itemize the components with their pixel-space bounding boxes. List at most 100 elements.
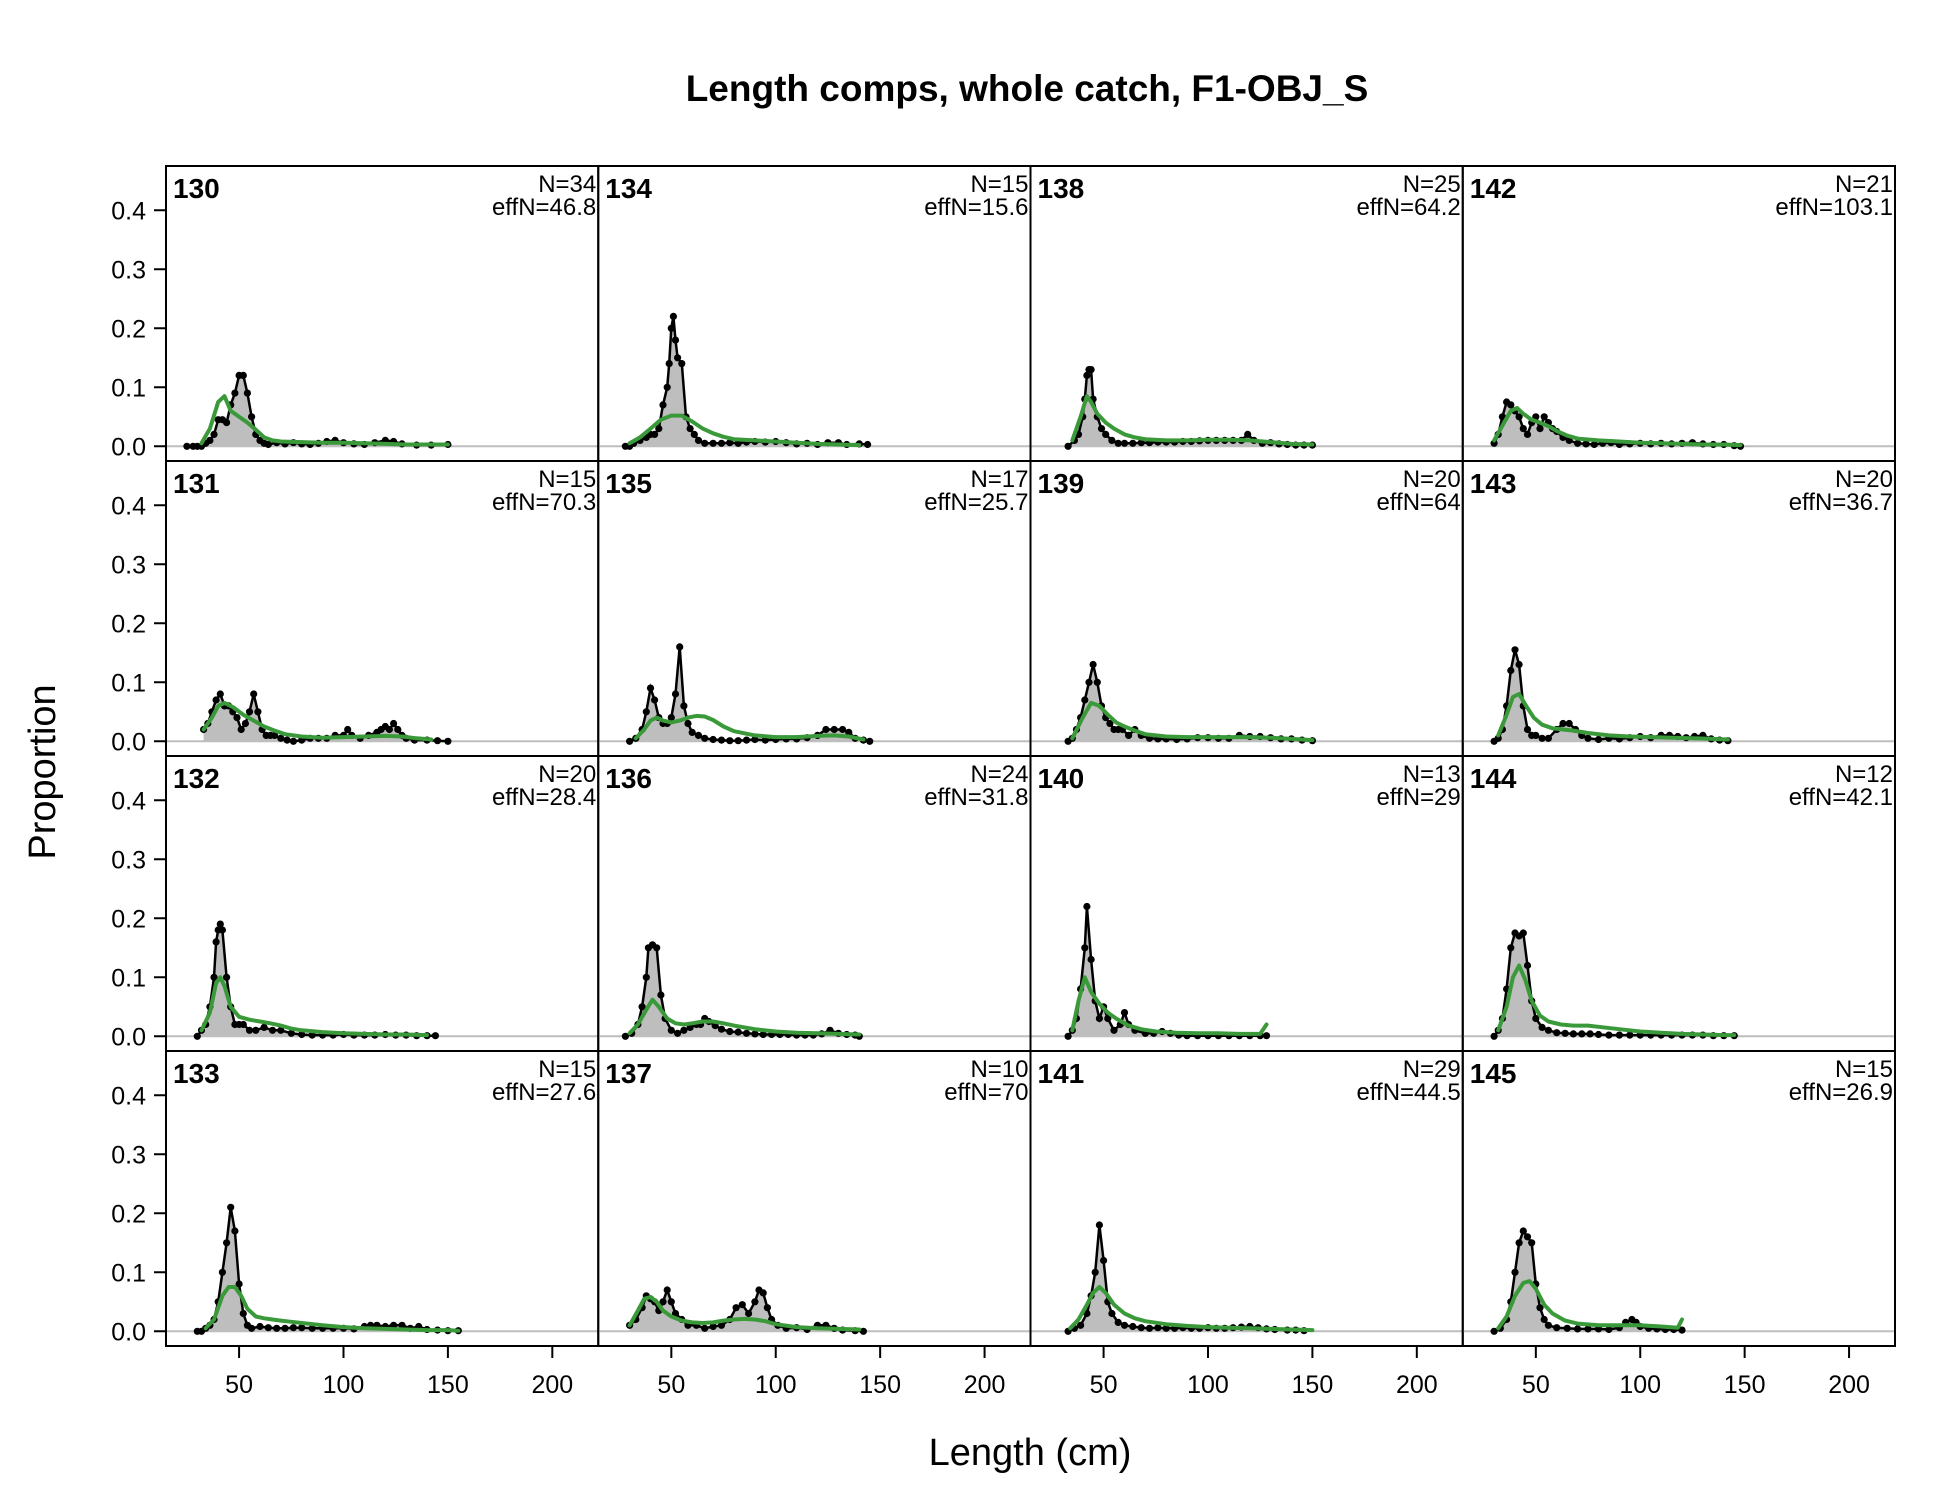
- observed-point: [218, 926, 226, 934]
- panel-effn-label: effN=103.1: [1775, 194, 1893, 221]
- panel-label: 131: [173, 468, 220, 499]
- panel-effn-label: effN=25.7: [924, 489, 1028, 516]
- y-tick-label: 0.1: [111, 964, 146, 992]
- panel-label: 133: [173, 1058, 220, 1089]
- observed-point: [745, 1309, 753, 1318]
- observed-point: [1087, 366, 1095, 374]
- observed-point: [193, 1032, 201, 1040]
- observed-point: [651, 430, 659, 438]
- observed-point: [621, 1032, 630, 1040]
- observed-point: [1523, 1233, 1532, 1241]
- observed-point: [1083, 902, 1091, 911]
- panel-n-label: N=29: [1403, 1056, 1461, 1083]
- observed-point: [256, 1322, 264, 1331]
- expected-line: [1496, 692, 1730, 742]
- x-axis-title: Length (cm): [929, 1432, 1132, 1474]
- observed-point: [1129, 439, 1137, 447]
- observed-point: [1532, 731, 1540, 740]
- axes: 0.0 0.1 0.2 0.3 0.4 0.0 0.1 0.2 0.3 0.4 0.0 0.1 0.2 0…: [111, 197, 1870, 1399]
- observed-point: [431, 1032, 439, 1040]
- observed-point: [231, 1227, 239, 1235]
- observed-point: [1083, 371, 1091, 379]
- panel-effn-label: effN=29: [1376, 784, 1460, 811]
- observed-point: [239, 1020, 247, 1029]
- observed-point: [694, 436, 703, 444]
- observed-point: [227, 1203, 235, 1211]
- observed-point: [653, 944, 661, 952]
- observed-point: [260, 1023, 268, 1031]
- observed-point: [738, 1301, 746, 1309]
- observed-point: [1154, 1324, 1162, 1332]
- observed-point: [674, 354, 682, 362]
- observed-point: [1544, 1026, 1552, 1034]
- expected-line: [1070, 700, 1315, 743]
- x-tick-label: 100: [323, 1371, 365, 1399]
- observed-point: [1108, 1309, 1116, 1318]
- observed-point: [433, 737, 442, 745]
- panel-label: 135: [605, 468, 652, 499]
- y-tick-label: 0.3: [111, 846, 146, 874]
- chart-title: Length comps, whole catch, F1-OBJ_S: [686, 68, 1369, 109]
- observed-point: [223, 419, 231, 427]
- observed-point: [1137, 1324, 1145, 1332]
- observed-point: [845, 728, 853, 737]
- observed-point: [298, 1030, 306, 1039]
- observed-point: [277, 734, 285, 742]
- panel-effn-label: effN=36.7: [1789, 489, 1893, 516]
- observed-point: [1129, 1322, 1137, 1331]
- observed-point: [344, 725, 352, 734]
- observed-point: [1605, 1031, 1613, 1039]
- observed-point: [667, 714, 675, 722]
- observed-point: [717, 736, 726, 744]
- y-tick-label: 0.3: [111, 551, 146, 579]
- observed-point: [742, 736, 751, 744]
- observed-point: [717, 1025, 726, 1033]
- observed-point: [1507, 944, 1515, 952]
- panel-label: 138: [1038, 173, 1085, 204]
- panel-n-label: N=15: [970, 171, 1028, 198]
- observed-point: [1125, 731, 1133, 740]
- observed-point: [759, 1030, 767, 1039]
- observed-point: [298, 1324, 306, 1332]
- observed-point: [1544, 1321, 1552, 1329]
- observed-point: [1095, 1221, 1103, 1229]
- observed-point: [218, 1268, 226, 1276]
- panel-n-label: N=17: [970, 466, 1028, 493]
- x-tick-label: 50: [1522, 1371, 1550, 1399]
- observed-point: [1511, 646, 1519, 654]
- observed-point: [684, 719, 692, 728]
- x-tick-label: 200: [964, 1371, 1006, 1399]
- expected-line: [1070, 975, 1269, 1036]
- panel-effn-label: effN=64: [1376, 489, 1460, 516]
- observed-point: [287, 1029, 295, 1037]
- observed-point: [1594, 1030, 1603, 1039]
- observed-point: [390, 719, 398, 728]
- observed-point: [1244, 430, 1252, 438]
- observed-point: [385, 725, 393, 734]
- observed-point: [1574, 1325, 1582, 1333]
- expected-line: [1496, 963, 1737, 1038]
- observed-point: [245, 1026, 254, 1034]
- x-tick-label: 200: [1396, 1371, 1438, 1399]
- observed-point: [1523, 961, 1532, 970]
- observed-point: [688, 728, 696, 737]
- observed-point: [1540, 1315, 1548, 1324]
- observed-point: [1590, 440, 1598, 449]
- observed-line: [196, 920, 436, 1038]
- x-tick-label: 150: [859, 1371, 901, 1399]
- x-tick-label: 50: [1090, 1371, 1118, 1399]
- y-tick-label: 0.1: [111, 374, 146, 402]
- x-tick-label: 200: [1828, 1371, 1870, 1399]
- observed-area: [186, 375, 448, 447]
- expected-line: [199, 975, 429, 1038]
- y-tick-label: 0.4: [111, 787, 146, 815]
- observed-point: [701, 439, 709, 447]
- observed-point: [243, 389, 251, 397]
- panel-n-label: N=15: [538, 466, 596, 493]
